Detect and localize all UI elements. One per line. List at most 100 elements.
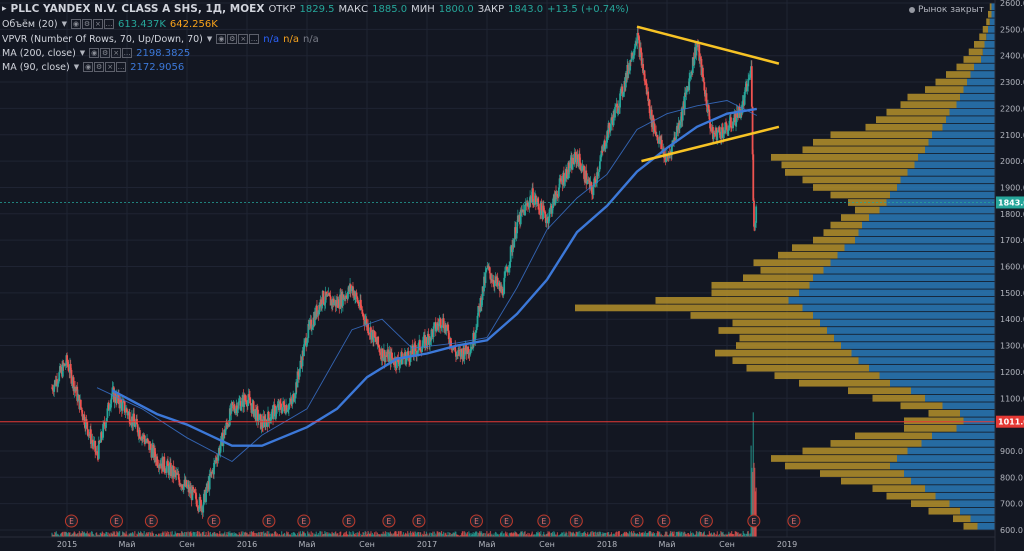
candle-body (534, 195, 537, 205)
indicator-volume[interactable]: Объём (20) ▼ ◉ ⚙ ×… 613.437K 642.256K (2, 17, 218, 31)
volume-bar (420, 532, 422, 537)
chevron-down-icon[interactable]: ▼ (79, 49, 86, 57)
volume-bar (362, 532, 364, 537)
earnings-marker[interactable] (207, 514, 221, 528)
earnings-marker[interactable] (342, 514, 356, 528)
indicator-controls[interactable]: ◉ ⚙ ×… (216, 34, 260, 44)
earnings-marker[interactable] (630, 514, 644, 528)
settings-icon[interactable]: ⚙ (100, 48, 111, 58)
chevron-down-icon[interactable]: ▼ (61, 20, 67, 28)
candle-body (594, 179, 597, 184)
volume-bar (303, 531, 305, 537)
earnings-marker[interactable] (787, 514, 801, 528)
volume-bar (631, 531, 633, 537)
candle-body (106, 408, 109, 418)
candle-body (644, 80, 647, 83)
earnings-marker[interactable] (382, 514, 396, 528)
chevron-down-icon[interactable]: ▼ (206, 35, 213, 43)
earnings-marker[interactable] (499, 514, 513, 528)
more-icon[interactable]: … (122, 48, 133, 58)
volume-bar (737, 532, 739, 537)
volume-bar (488, 532, 490, 537)
candle-body (300, 360, 303, 363)
volume-bar (437, 531, 439, 537)
volume-bar (101, 531, 103, 537)
candle-body (129, 423, 132, 425)
volume-bar (314, 534, 317, 537)
eye-icon[interactable]: ◉ (89, 48, 100, 58)
volume-bar (126, 534, 128, 537)
volume-bar (690, 531, 692, 537)
volume-profile-bar (841, 342, 995, 349)
volume-bar (129, 532, 132, 537)
earnings-marker[interactable] (109, 514, 123, 528)
earnings-marker[interactable] (64, 514, 78, 528)
volume-bar (609, 534, 611, 537)
indicator-controls[interactable]: ◉ ⚙ ×… (89, 48, 133, 58)
volume-bar (679, 533, 682, 537)
earnings-marker[interactable] (699, 514, 713, 528)
indicator-ma200[interactable]: MA (200, close) ▼ ◉ ⚙ ×… 2198.3825 (2, 46, 190, 60)
earnings-marker[interactable] (569, 514, 583, 528)
earnings-marker[interactable] (747, 514, 761, 528)
candle-body (724, 122, 727, 134)
collapse-icon[interactable]: ▸ (2, 4, 7, 14)
indicator-vpvr[interactable]: VPVR (Number Of Rows, 70, Up/Down, 70) ▼… (2, 32, 319, 46)
candle-body (240, 406, 243, 411)
volume-profile-bar (932, 131, 995, 139)
earnings-marker[interactable] (144, 514, 158, 528)
volume-bar (68, 532, 70, 537)
more-icon[interactable]: … (249, 34, 260, 44)
more-icon[interactable]: … (103, 19, 114, 29)
volume-profile-bar (970, 515, 995, 523)
volume-profile-bar (848, 387, 911, 395)
close-icon[interactable]: × (238, 34, 249, 44)
settings-icon[interactable]: ⚙ (81, 19, 92, 29)
y-tick-label: 1600.0 (1000, 263, 1024, 272)
earnings-marker[interactable] (297, 514, 311, 528)
indicator-controls[interactable]: ◉ ⚙ ×… (70, 19, 114, 29)
volume-bar (449, 532, 451, 537)
close-icon[interactable]: × (111, 48, 122, 58)
candle-body (416, 350, 419, 353)
candle-body (94, 440, 97, 452)
volume-bar (78, 531, 80, 537)
candle-body (390, 352, 393, 359)
candle-body (681, 108, 684, 121)
earnings-marker[interactable] (469, 514, 483, 528)
earnings-marker[interactable] (537, 514, 551, 528)
eye-icon[interactable]: ◉ (70, 19, 81, 29)
candle-body (586, 179, 589, 184)
more-icon[interactable]: … (116, 62, 127, 72)
eye-icon[interactable]: ◉ (83, 62, 94, 72)
volume-bar (499, 534, 501, 537)
close-value: 1843.0 (508, 3, 544, 15)
close-icon[interactable]: × (92, 19, 103, 29)
volume-bar (189, 531, 191, 537)
close-icon[interactable]: × (105, 62, 116, 72)
earnings-label: E (114, 517, 119, 526)
volume-bar (740, 533, 742, 537)
x-tick-label: Сен (359, 540, 375, 549)
volume-bar (726, 534, 728, 537)
earnings-marker[interactable] (657, 514, 671, 528)
volume-bar (672, 531, 674, 537)
volume-bar (577, 531, 579, 537)
volume-bar (535, 532, 538, 537)
low-value: 1800.0 (438, 3, 474, 15)
indicator-controls[interactable]: ◉ ⚙ ×… (83, 62, 127, 72)
eye-icon[interactable]: ◉ (216, 34, 227, 44)
settings-icon[interactable]: ⚙ (227, 34, 238, 44)
earnings-marker[interactable] (412, 514, 426, 528)
candle-body (755, 206, 758, 223)
chevron-down-icon[interactable]: ▼ (73, 63, 80, 71)
settings-icon[interactable]: ⚙ (94, 62, 105, 72)
indicator-ma90[interactable]: MA (90, close) ▼ ◉ ⚙ ×… 2172.9056 (2, 60, 184, 74)
candle-body (71, 383, 74, 384)
volume-bar (537, 531, 539, 537)
candle-body (751, 106, 754, 155)
candle-body (516, 222, 519, 234)
earnings-marker[interactable] (262, 514, 276, 528)
symbol-title[interactable]: PLLC YANDEX N.V. CLASS A SHS, 1Д, MOEX (10, 3, 265, 15)
